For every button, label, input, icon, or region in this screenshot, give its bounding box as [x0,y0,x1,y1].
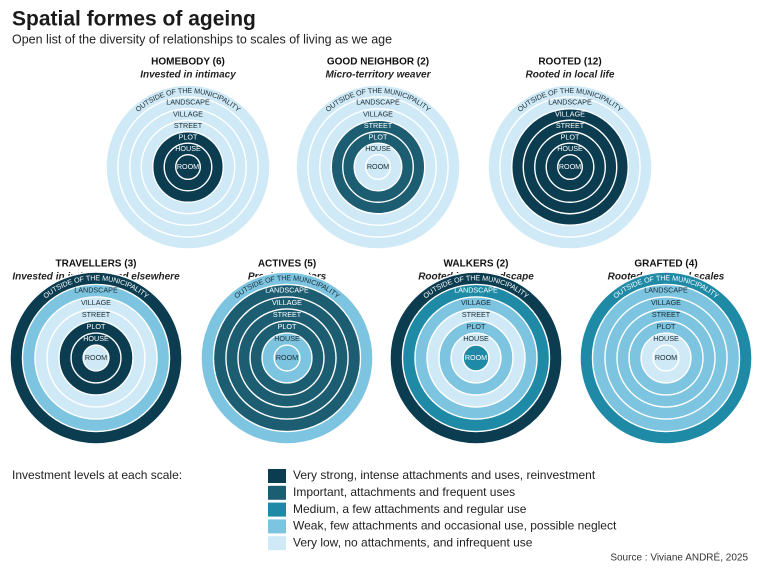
legend-text: Medium, a few attachments and regular us… [293,502,527,516]
profile: TRAVELLERS (3)Invested in intimacy and e… [9,259,183,445]
ring-label: VILLAGE [461,298,491,307]
legend-swatch [268,536,286,551]
legend-swatch [268,519,286,534]
profile-description: Invested in intimacy [140,70,236,81]
legend-swatch [268,502,286,517]
ring-label: HOUSE [83,334,109,343]
ring [174,153,201,180]
ring-label: ROOM [276,353,298,362]
ring-label: STREET [174,121,203,130]
ring-label: HOUSE [365,144,391,153]
title: Spatial formes of ageing [12,8,256,31]
profile-name: HOMEBODY (6) [151,57,225,68]
profile: WALKERS (2)Rooted in the landscapeROOMHO… [389,259,563,445]
ring-label: PLOT [179,132,198,141]
ring-label: PLOT [87,322,106,331]
ring-label: HOUSE [463,334,489,343]
profile: GOOD NEIGHBOR (2) Micro-territory weaver R… [295,57,461,250]
profile: ACTIVES (5)Proximity actorsROOMHOUSEPLOT… [200,259,374,445]
ring-label: LANDSCAPE [265,286,309,295]
ring [82,344,110,372]
ring-label: HOUSE [175,144,201,153]
profile: ROOTED (12) Rooted in local life ROOM HOUSE… [487,57,653,250]
ring-label: HOUSE [653,334,679,343]
ring-label: PLOT [278,322,297,331]
legend-swatch [268,469,286,483]
ring-label: VILLAGE [81,298,111,307]
ring-label: STREET [82,310,111,319]
ring-label: ROOM [367,162,389,171]
legend-text: Very strong, intense attachments and use… [293,468,596,482]
profile-name: GOOD NEIGHBOR (2) [327,57,429,68]
ring-label: LANDSCAPE [74,286,118,295]
profile-description: Micro-territory weaver [325,70,431,81]
ring-label: VILLAGE [651,298,681,307]
ring-label: LANDSCAPE [454,286,498,295]
legend-swatch [268,485,286,500]
ring-label: ROOM [85,353,107,362]
legend-text: Important, attachments and frequent uses [293,485,515,499]
legend-title: Investment levels at each scale: [12,468,182,482]
ring-label: ROOM [177,162,199,171]
ring-label: ROOM [559,162,581,171]
ring-label: VILLAGE [272,298,302,307]
ring-label: PLOT [369,132,388,141]
profile-name: GRAFTED (4) [634,259,697,270]
ring-label: STREET [652,310,681,319]
ring-label: PLOT [467,322,486,331]
ring-label: HOUSE [557,144,583,153]
ring-label: STREET [364,121,393,130]
ring-label: STREET [556,121,585,130]
ring-label: VILLAGE [555,109,585,118]
ring-label: VILLAGE [363,109,393,118]
ring [652,344,680,372]
ring-label: PLOT [657,322,676,331]
ring-label: LANDSCAPE [166,98,210,107]
ring [557,153,584,180]
source: Source : Viviane ANDRÉ, 2025 [610,551,748,564]
ring-label: LANDSCAPE [644,286,688,295]
profile-name: TRAVELLERS (3) [56,259,137,270]
ring-label: STREET [273,310,302,319]
subtitle: Open list of the diversity of relationsh… [12,32,392,46]
legend-text: Very low, no attachments, and infrequent… [293,535,533,549]
legend-text: Weak, few attachments and occasional use… [293,519,617,533]
profile: HOMEBODY (6) Invested in intimacy ROOM HOUS… [105,57,271,250]
profile-description: Rooted in local life [526,70,615,81]
profile-name: ACTIVES (5) [258,259,316,270]
ring [273,344,301,372]
ring-label: ROOM [655,353,677,362]
ring-label: LANDSCAPE [548,98,592,107]
ring [462,344,490,372]
profile: GRAFTED (4)Rooted at several scalesROOMH… [579,259,753,445]
profile-name: ROOTED (12) [538,57,601,68]
profile-name: WALKERS (2) [444,259,509,270]
ring [365,153,392,180]
ring-label: HOUSE [274,334,300,343]
ring-label: VILLAGE [173,109,203,118]
ring-label: LANDSCAPE [356,98,400,107]
ring-label: STREET [462,310,491,319]
ring-label: ROOM [465,353,487,362]
ring-label: PLOT [561,132,580,141]
